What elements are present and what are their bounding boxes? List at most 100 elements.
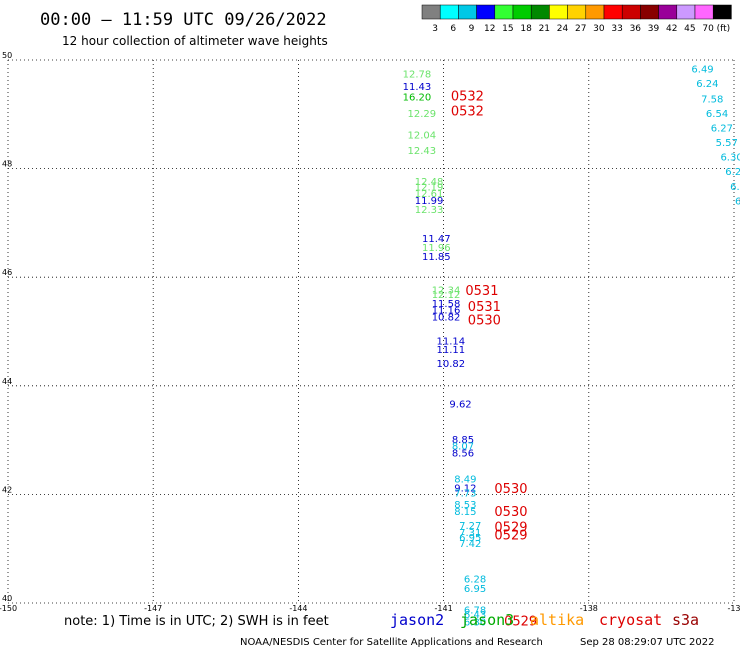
scale-swatch — [694, 4, 714, 20]
scale-swatch — [621, 4, 641, 20]
wave-height-label: 12.33 — [415, 205, 444, 216]
scale-swatch — [458, 4, 477, 20]
wave-height-label: 10.82 — [437, 359, 466, 370]
wave-height-label: 12.43 — [407, 146, 436, 157]
y-tick-label: 44 — [2, 377, 12, 386]
scale-swatch — [476, 4, 496, 20]
wave-height-label: 11.85 — [422, 252, 451, 263]
wave-height-label: 8.49 — [454, 474, 476, 485]
wave-height-label: 6.26 — [725, 167, 740, 178]
wave-height-label: 11.58 — [432, 299, 461, 310]
scale-label: 30 — [593, 24, 605, 34]
wave-height-label: 8.56 — [452, 448, 474, 459]
wave-height-label: 6.27 — [711, 124, 733, 135]
wave-height-label: 8.85 — [452, 435, 474, 446]
wave-height-label: 11.16 — [432, 306, 461, 317]
wave-height-label: 11.43 — [403, 82, 432, 93]
chart-title: 00:00 – 11:59 UTC 09/26/2022 — [40, 10, 327, 30]
wave-height-label: 16.20 — [403, 93, 432, 104]
wave-height-label: 6.49 — [691, 64, 713, 75]
wave-height-label: 5.57 — [716, 138, 738, 149]
scale-label: 24 — [557, 24, 569, 34]
wave-height-label: 6.30 — [464, 617, 486, 628]
chart-subtitle: 12 hour collection of altimeter wave hei… — [62, 34, 328, 48]
wave-height-label: 12.04 — [407, 131, 436, 142]
scale-label: 33 — [611, 24, 622, 34]
wave-height-label: 9.62 — [449, 400, 471, 411]
y-tick-label: 46 — [2, 268, 12, 277]
scale-swatch — [439, 4, 459, 20]
time-label: 0529 — [494, 528, 527, 543]
scale-swatch — [530, 4, 550, 20]
x-tick-label: -150 — [0, 604, 17, 613]
scale-swatch — [512, 4, 532, 20]
wave-height-label: 12.78 — [403, 69, 432, 80]
footer-note: note: 1) Time is in UTC; 2) SWH is in fe… — [64, 614, 329, 629]
footer-credit: NOAA/NESDIS Center for Satellite Applica… — [240, 637, 543, 648]
time-label: 0 — [739, 195, 740, 210]
x-tick-label: -144 — [289, 604, 307, 613]
wave-height-label: 7.73 — [454, 489, 476, 500]
wave-height-label: 6.18 — [730, 182, 740, 193]
scale-unit: (ft) — [717, 24, 731, 34]
wave-height-label: 7.27 — [459, 521, 481, 532]
wave-height-label: 11.14 — [437, 337, 466, 348]
time-label: 0530 — [494, 505, 527, 520]
time-label: 0532 — [451, 104, 484, 119]
wave-height-label: 12.34 — [432, 285, 461, 296]
wave-height-label: 11.99 — [415, 196, 444, 207]
time-label: 0529 — [504, 614, 537, 629]
wave-height-label: 12.61 — [415, 189, 444, 200]
scale-swatch — [585, 4, 605, 20]
scale-swatch — [676, 4, 696, 20]
wave-height-label: 11.96 — [422, 243, 451, 254]
x-tick-label: -141 — [435, 604, 453, 613]
scale-label: 39 — [648, 24, 660, 34]
scale-label: 21 — [539, 24, 550, 34]
satellite-label: s3a — [672, 611, 699, 629]
wave-height-label: 12.19 — [415, 182, 444, 193]
satellite-label: cryosat — [599, 611, 662, 629]
scale-label: 12 — [484, 24, 495, 34]
wave-height-label: 12.12 — [432, 290, 461, 301]
satellite-label: jason2 — [390, 611, 444, 629]
wave-height-label: 6.95 — [464, 584, 486, 595]
x-tick-label: -138 — [580, 604, 598, 613]
time-label: 0531 — [468, 300, 501, 315]
scale-label: 45 — [684, 24, 695, 34]
scale-swatch — [494, 4, 514, 20]
wave-height-label: 6.30 — [720, 152, 740, 163]
wave-height-label: 11.11 — [437, 345, 466, 356]
scale-label: 42 — [666, 24, 677, 34]
x-tick-label: -13 — [727, 604, 740, 613]
wave-height-label: 10.82 — [432, 313, 461, 324]
scale-swatch — [712, 4, 732, 20]
time-label: 0529 — [494, 520, 527, 535]
scale-label: 70 — [702, 24, 714, 34]
scale-swatch — [640, 4, 659, 20]
wave-height-label: 8.07 — [452, 441, 474, 452]
scale-swatch — [549, 4, 568, 20]
satellite-label: altika — [530, 611, 584, 629]
time-label: 0530 — [468, 313, 501, 328]
scale-label: 6 — [450, 24, 456, 34]
wave-height-label: 9.12 — [454, 484, 476, 495]
satellite-label: jason3 — [460, 611, 514, 629]
wave-height-label: 11.47 — [422, 234, 451, 245]
wave-height-label: 6.95 — [459, 533, 481, 544]
scale-swatch — [567, 4, 587, 20]
wave-height-label: 7.42 — [459, 539, 481, 550]
footer-timestamp: Sep 28 08:29:07 UTC 2022 — [580, 637, 714, 648]
wave-height-label: 7.58 — [701, 94, 723, 105]
wave-height-label: 6.78 — [464, 605, 486, 616]
wave-height-label: 7.31 — [459, 528, 481, 539]
scale-label: 15 — [502, 24, 513, 34]
wave-height-label: 8.15 — [454, 507, 476, 518]
wave-height-label: 8.53 — [454, 500, 476, 511]
wave-height-label: 6.28 — [464, 574, 486, 585]
time-label: 0530 — [494, 482, 527, 497]
scale-swatch — [658, 4, 678, 20]
wave-height-label: 6.54 — [706, 109, 728, 120]
x-tick-label: -147 — [144, 604, 162, 613]
